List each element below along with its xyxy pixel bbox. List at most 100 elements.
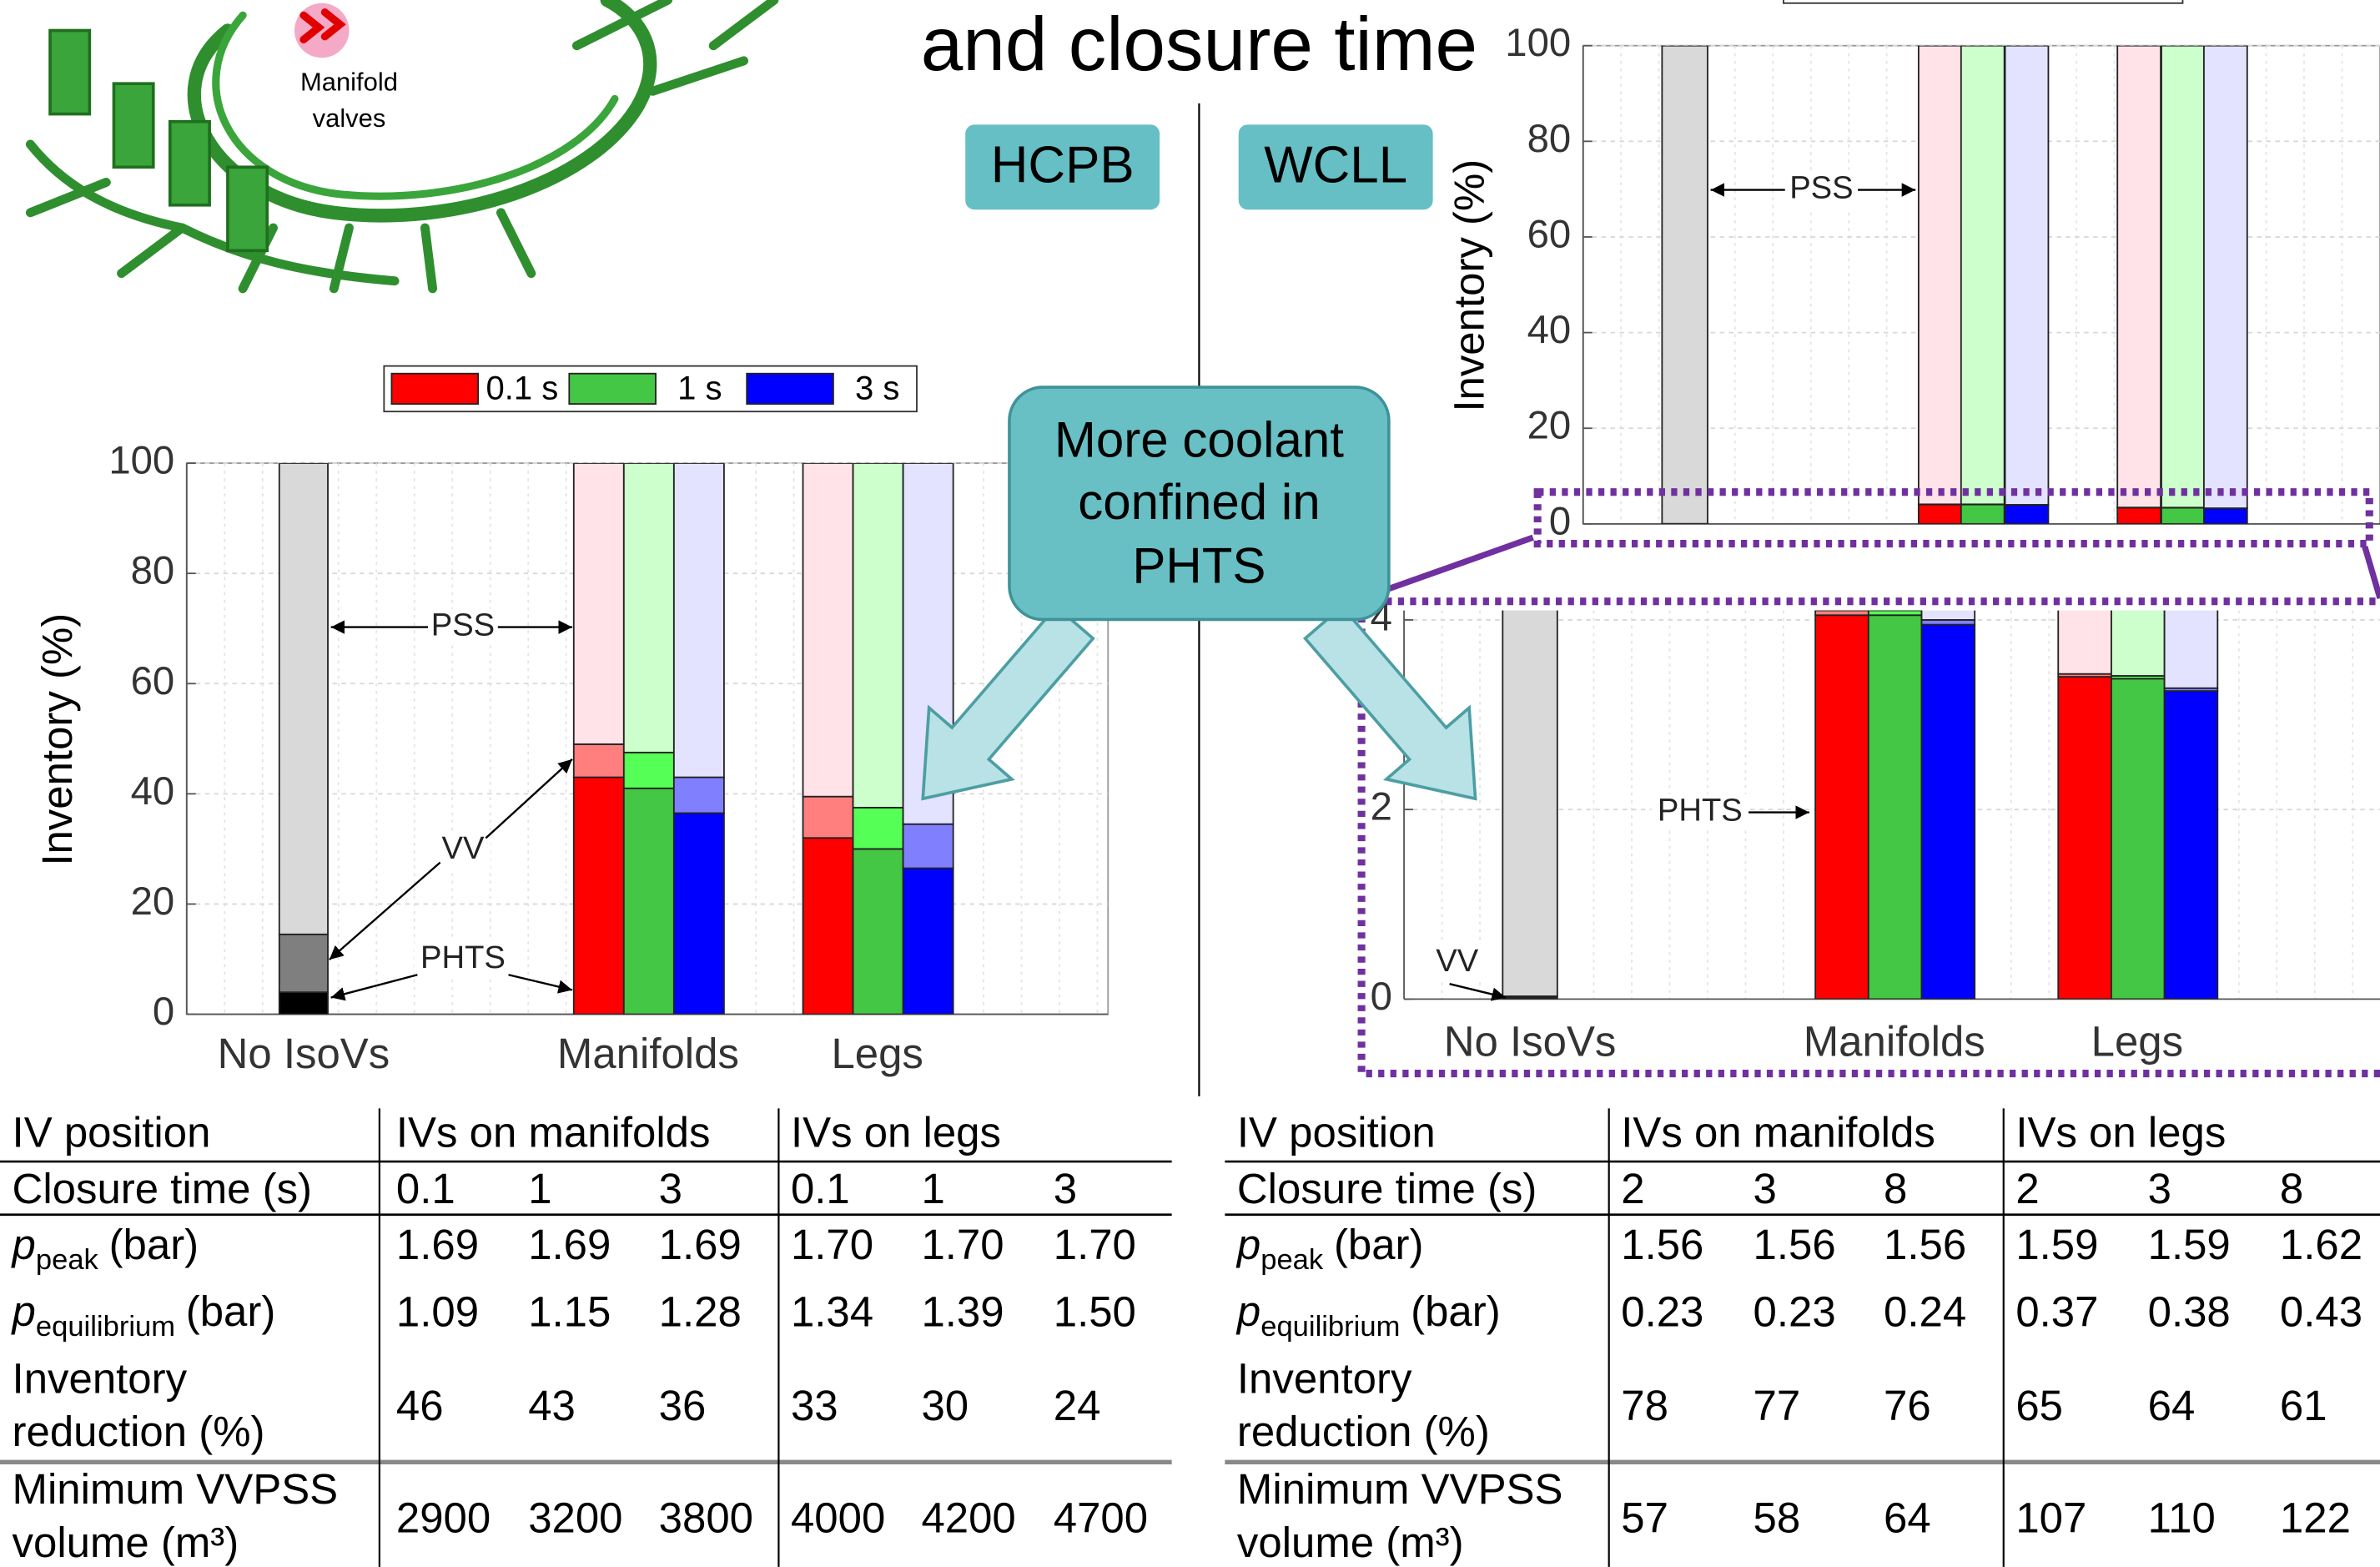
annotation: PSS: [431, 607, 495, 643]
bar-segment: [1922, 625, 1975, 1000]
valve-label: valves: [313, 103, 386, 133]
label-unit: (bar): [186, 1287, 276, 1335]
callout-text: confined in: [1078, 474, 1320, 530]
bar-segment: [2111, 678, 2165, 999]
label-symbol: p: [11, 1287, 36, 1335]
bar-segment: [2204, 46, 2247, 508]
bar-segment: [674, 778, 724, 814]
legend-swatch: [747, 374, 833, 404]
table-cell: 64: [1884, 1494, 1931, 1542]
table-cell: 1.62: [2280, 1221, 2362, 1268]
table-cell: 3800: [659, 1494, 753, 1542]
table-cell: 0.37: [2015, 1287, 2098, 1335]
table-cell: 0.38: [2148, 1287, 2231, 1335]
bar-segment: [674, 463, 724, 777]
table-header: IVs on manifolds: [396, 1109, 711, 1156]
bar-segment: [624, 463, 674, 753]
y-tick-label: 0: [153, 990, 174, 1034]
table-cell: 33: [791, 1382, 838, 1429]
table-cell: 1.56: [1884, 1221, 1966, 1268]
table-cell: 0.23: [1621, 1287, 1703, 1335]
row-label: Closure time (s): [13, 1165, 312, 1212]
table-cell: 4700: [1054, 1494, 1148, 1542]
table-cell: 1.70: [1054, 1221, 1136, 1268]
bar-segment: [1961, 46, 2005, 505]
bar-segment: [2161, 507, 2205, 523]
y-tick-label: 80: [1527, 117, 1572, 161]
row-label: volume (m³): [13, 1519, 239, 1566]
table-cell: 36: [659, 1382, 707, 1429]
bar-segment: [2117, 46, 2161, 507]
y-tick-label: 40: [1527, 308, 1572, 352]
row-label: reduction (%): [13, 1408, 265, 1455]
table-cell: 122: [2280, 1494, 2351, 1542]
bar-segment: [1662, 46, 1708, 524]
bar-segment: [574, 463, 624, 744]
bar-segment: [279, 935, 328, 992]
x-tick-label: Legs: [831, 1030, 923, 1077]
row-label: reduction (%): [1237, 1408, 1490, 1455]
bar-segment: [853, 463, 903, 808]
bar-segment: [624, 789, 674, 1015]
label-symbol: p: [11, 1221, 36, 1268]
label-unit: (bar): [109, 1221, 199, 1268]
x-tick-label: Legs: [2091, 1017, 2183, 1065]
table-cell: 0.1: [791, 1165, 850, 1212]
bar-segment: [903, 824, 954, 869]
x-tick-label: Manifolds: [1804, 1017, 1985, 1065]
table-header: IV position: [13, 1109, 211, 1156]
table-header: IV position: [1237, 1109, 1436, 1156]
annotation: VV: [1436, 943, 1478, 979]
bar-segment: [2005, 505, 2049, 524]
bar-segment: [803, 797, 853, 839]
table-cell: 1.59: [2015, 1221, 2098, 1268]
table-cell: 1: [921, 1165, 944, 1212]
table-cell: 3200: [528, 1494, 622, 1542]
label-sub: peak: [36, 1244, 99, 1276]
bar-segment: [853, 849, 903, 1014]
y-tick-label: 80: [131, 549, 175, 593]
table-cell: 1.28: [659, 1287, 742, 1335]
table-cell: 61: [2280, 1382, 2327, 1429]
table-cell: 3: [1054, 1165, 1077, 1212]
legend-box: [1784, 0, 2183, 3]
bar-segment: [574, 778, 624, 1015]
bar-segment: [1919, 46, 1962, 505]
bar-segment: [1961, 505, 2005, 524]
table-cell: 0.43: [2280, 1287, 2362, 1335]
table-cell: 1.09: [396, 1287, 479, 1335]
table-cell: 1.56: [1621, 1221, 1703, 1268]
bar-segment: [574, 744, 624, 778]
table-cell: 0.23: [1754, 1287, 1836, 1335]
table-cell: 1.15: [528, 1287, 611, 1335]
legend-swatch: [569, 374, 656, 404]
legend-label: 3 s: [855, 370, 899, 406]
legend-swatch: [391, 374, 478, 404]
label-sub: equilibrium: [1260, 1311, 1400, 1343]
row-label: Minimum VVPSS: [1237, 1465, 1563, 1513]
bar-segment: [803, 838, 853, 1014]
y-tick-label: 2: [1371, 785, 1392, 829]
y-tick-label: 0: [1371, 975, 1392, 1019]
table-cell: 8: [2280, 1165, 2303, 1212]
table-header: IVs on legs: [2015, 1109, 2226, 1156]
bar-segment: [903, 869, 954, 1015]
table-header: IVs on manifolds: [1621, 1109, 1935, 1156]
table-cell: 64: [2148, 1382, 2196, 1429]
bar-segment: [1815, 615, 1869, 999]
row-label: Inventory: [1237, 1354, 1412, 1402]
bar-segment: [2117, 507, 2161, 523]
row-label: Minimum VVPSS: [13, 1465, 339, 1513]
callout-text: PHTS: [1132, 537, 1265, 593]
annotation: VV: [441, 830, 484, 866]
table-cell: 1.70: [921, 1221, 1004, 1268]
row-label: Inventory: [13, 1354, 188, 1402]
y-tick-label: 100: [1505, 21, 1571, 65]
table-cell: 2: [2015, 1165, 2039, 1212]
bar-segment: [279, 992, 328, 1014]
slide-title: and closure time: [921, 3, 1477, 87]
y-axis-label: Inventory (%): [1445, 159, 1492, 412]
table-cell: 57: [1621, 1494, 1668, 1542]
table-cell: 58: [1754, 1494, 1801, 1542]
